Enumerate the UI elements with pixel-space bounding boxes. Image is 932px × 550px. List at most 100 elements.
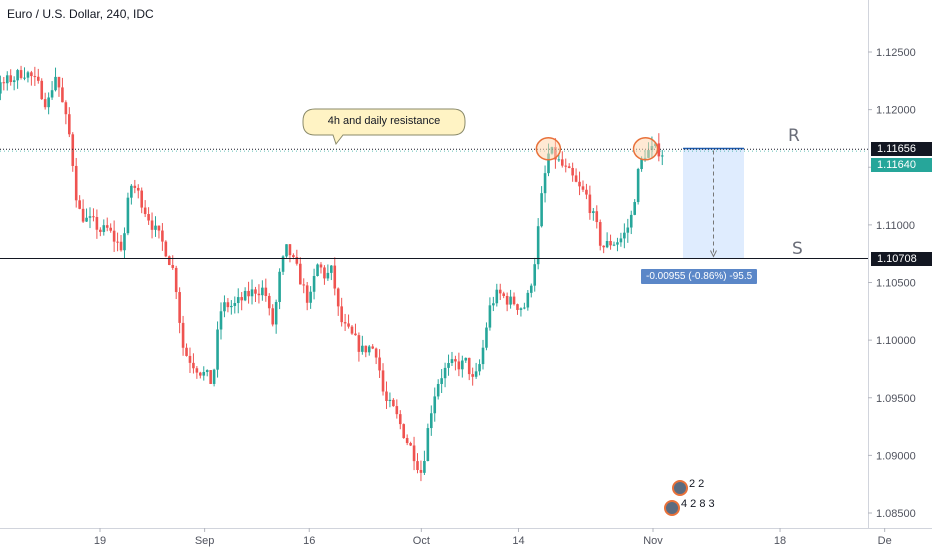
callout-bubble <box>302 108 466 146</box>
candle-body <box>312 276 316 292</box>
candle-body <box>578 181 581 187</box>
candle-body <box>450 359 454 364</box>
candle-body <box>319 264 323 268</box>
candle-body <box>243 290 247 301</box>
candle-body <box>374 348 378 358</box>
candle-body <box>602 245 605 248</box>
candle-body <box>471 374 474 377</box>
candle-body <box>54 76 57 91</box>
candle-body <box>561 159 564 166</box>
candle-body <box>633 202 636 215</box>
candle-body <box>305 285 309 303</box>
candle-body <box>488 305 492 328</box>
candle-body <box>457 361 461 370</box>
candle-body <box>99 229 102 232</box>
candle-body <box>547 153 550 174</box>
highlight-circle <box>535 137 562 161</box>
candle-body <box>464 357 468 361</box>
candle-body <box>33 76 37 78</box>
candle-body <box>564 165 568 167</box>
candle-body <box>61 87 64 103</box>
candle-body <box>629 214 633 228</box>
candle-body <box>436 383 440 397</box>
candle-body <box>598 222 602 246</box>
candle-body <box>505 295 509 305</box>
candle-body <box>416 461 419 470</box>
candle-body <box>78 200 81 209</box>
x-tick-label: 19 <box>94 535 106 547</box>
candle-body <box>271 308 275 325</box>
candle-body <box>0 82 2 94</box>
candle-body <box>223 302 226 312</box>
x-tick-label: Nov <box>643 535 663 547</box>
candle-body <box>502 293 505 296</box>
candle-body <box>178 292 181 323</box>
ideas-badge-bottom[interactable]: 4 2 8 3 <box>664 498 724 518</box>
candle-body <box>147 214 150 221</box>
candle-body <box>133 185 137 188</box>
candle-body <box>281 256 285 272</box>
candle-body <box>295 257 299 264</box>
resistance-price-tag: 1.11656 <box>871 142 932 156</box>
x-tick-label: Oct <box>413 535 430 547</box>
candle-body <box>285 244 288 257</box>
candle-body <box>36 76 40 81</box>
candle-body <box>426 428 430 462</box>
candle-body <box>254 289 257 294</box>
candle-body <box>174 267 178 293</box>
candle-body <box>612 244 616 246</box>
x-tick-label: 14 <box>512 535 524 547</box>
candle-body <box>478 364 481 372</box>
y-tick-label: 1.09000 <box>876 450 916 462</box>
candle-body <box>216 329 219 370</box>
candle-body <box>92 216 95 218</box>
candle-body <box>523 307 526 309</box>
candle-body <box>361 345 364 352</box>
candle-body <box>326 272 330 279</box>
avatar <box>664 500 680 516</box>
candle-body <box>202 372 206 376</box>
candle-body <box>378 357 381 371</box>
candle-body <box>581 186 585 190</box>
candle-body <box>567 166 571 168</box>
candle-body <box>609 241 612 246</box>
candle-body <box>68 114 71 135</box>
candle-body <box>112 230 116 242</box>
candle-body <box>150 220 154 230</box>
y-tick-label: 1.08500 <box>876 508 916 520</box>
candle-body <box>188 355 192 363</box>
candle-body <box>2 82 6 84</box>
candle-body <box>388 399 392 401</box>
candle-body <box>278 271 281 303</box>
candle-body <box>636 169 640 203</box>
candle-body <box>495 289 499 304</box>
candle-body <box>143 207 147 215</box>
candle-body <box>498 289 502 294</box>
candle-body <box>526 292 530 308</box>
avatar <box>672 480 688 496</box>
candle-body <box>454 359 457 362</box>
candle-body <box>119 241 123 251</box>
candle-body <box>230 305 233 308</box>
x-tick-label: 18 <box>774 535 786 547</box>
candle-body <box>392 399 395 407</box>
candle-body <box>595 211 599 223</box>
candle-body <box>157 225 161 231</box>
candle-body <box>309 291 312 303</box>
y-tick-label: 1.12000 <box>876 105 916 117</box>
candle-body <box>257 293 261 296</box>
ideas-badge-top[interactable]: 2 2 <box>672 478 708 498</box>
candle-body <box>330 265 333 273</box>
candle-body <box>323 267 326 279</box>
y-tick-label: 1.12500 <box>876 47 916 59</box>
candle-body <box>195 368 199 373</box>
candle-body <box>23 77 26 79</box>
candle-body <box>167 256 171 266</box>
y-tick-label: 1.09500 <box>876 393 916 405</box>
candle-body <box>140 190 144 208</box>
candle-body <box>447 363 450 368</box>
candle-body <box>181 322 185 348</box>
candle-body <box>164 241 168 257</box>
candle-body <box>623 232 626 239</box>
